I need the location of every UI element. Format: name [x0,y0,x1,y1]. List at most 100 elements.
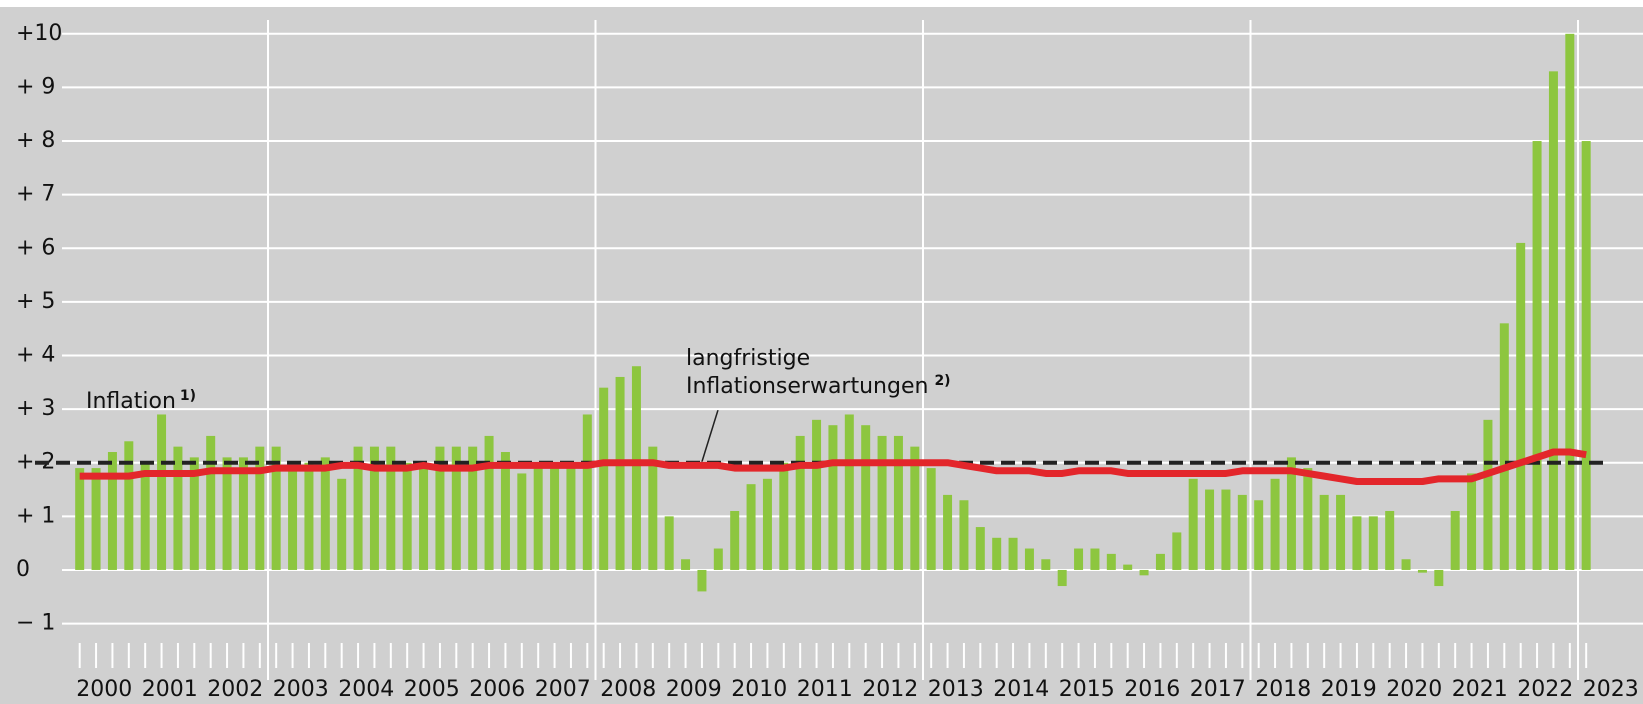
bar [1434,569,1444,587]
bar [1368,516,1378,570]
y-tick-label: + 8 [16,128,55,153]
x-tick-label: 2009 [666,677,722,702]
x-tick-label: 2015 [1059,677,1115,702]
bar [730,510,740,570]
bar [975,527,985,570]
bar [844,414,854,570]
x-tick-label: 2021 [1452,677,1508,702]
y-tick-label: +10 [16,21,62,46]
bar [1188,478,1198,570]
bar [910,446,920,570]
bar [631,366,641,570]
bar [1155,553,1165,570]
bar [288,468,298,570]
bar [304,462,314,570]
bar [1385,510,1395,570]
bar [1286,457,1296,570]
y-tick-label: + 6 [16,235,55,260]
bar [206,435,216,570]
x-tick-label: 2012 [862,677,918,702]
bar [599,387,609,570]
bar [959,500,969,570]
x-tick-label: 2019 [1321,677,1377,702]
x-tick-label: 2016 [1124,677,1180,702]
bar [1139,569,1149,576]
x-tick-label: 2023 [1583,677,1639,702]
bar [582,414,592,570]
bar [779,462,789,570]
bar [189,457,199,570]
bar [1336,494,1346,570]
bar [500,452,510,570]
bar [386,446,396,570]
bar [402,462,412,570]
bar [1221,489,1231,570]
bar [697,569,707,592]
bar [1319,494,1329,570]
bar [451,446,461,570]
y-tick-label: 0 [16,557,30,582]
bar [992,537,1002,570]
bar [550,468,560,570]
bar [255,446,265,570]
bar [1450,510,1460,570]
x-tick-label: 2005 [404,677,460,702]
bar [419,468,429,570]
bar [157,414,167,570]
bar [893,435,903,570]
y-tick-label: + 9 [16,74,55,99]
x-tick-label: 2022 [1517,677,1573,702]
bar [615,376,625,570]
bar [1041,559,1051,570]
bar [91,468,101,570]
bar [861,425,871,570]
bar [484,435,494,570]
expectation-line [79,448,1587,485]
y-tick-label: − 1 [16,611,55,636]
bar [173,446,183,570]
bar [648,446,658,570]
bar [566,468,576,570]
bar [1057,569,1067,587]
x-tick-label: 2013 [928,677,984,702]
series-label: Inflation 1) [86,388,196,414]
bar [533,468,543,570]
x-tick-label: 2000 [76,677,132,702]
y-tick-label: + 1 [16,503,55,528]
x-tick-label: 2002 [207,677,263,702]
bar [1254,500,1264,570]
bar [1074,548,1084,570]
bar [1106,553,1116,570]
x-tick-label: 2020 [1386,677,1442,702]
bar [1417,569,1427,573]
bar [271,446,281,570]
bar [222,457,232,570]
x-tick-label: 2011 [797,677,853,702]
series-note: 2) [934,373,950,389]
bar [369,446,379,570]
x-tick-label: 2010 [731,677,787,702]
bar [517,473,527,570]
x-tick-label: 2014 [993,677,1049,702]
bar [1483,419,1493,570]
bar [1237,494,1247,570]
x-tick-label: 2004 [338,677,394,702]
bar [238,457,248,570]
bar [1565,33,1575,570]
bar [1270,478,1280,570]
x-tick-label: 2017 [1190,677,1246,702]
bar [337,478,347,570]
bar [812,419,822,570]
x-tick-label: 2006 [469,677,525,702]
bar [1205,489,1215,570]
series-name: Inflationserwartungen [686,374,928,399]
bar [353,446,363,570]
bar [1516,242,1526,570]
bar [1303,468,1313,570]
x-tick-label: 2003 [273,677,329,702]
bar [124,441,134,570]
bar [877,435,887,570]
x-tick-label: 2008 [600,677,656,702]
bar [1090,548,1100,570]
